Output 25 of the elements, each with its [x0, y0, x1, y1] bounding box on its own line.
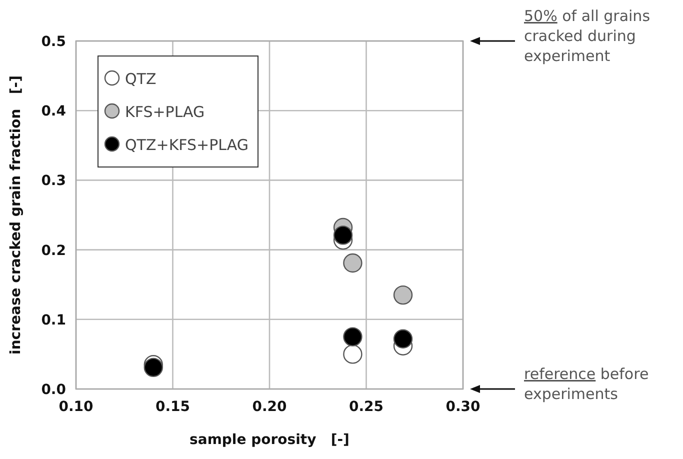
point: [333, 226, 353, 245]
y-tick-label: 0.2: [41, 242, 66, 259]
y-tick-label: 0.0: [41, 382, 66, 398]
x-tick-label: 0.25: [348, 399, 384, 415]
point: [393, 329, 413, 348]
legend-label: QTZ: [125, 70, 156, 88]
y-tick-label: 0.1: [41, 312, 66, 328]
text: 50% of all grains cracked during experiment: [524, 7, 650, 65]
legend-label: KFS+PLAG: [125, 103, 205, 121]
point: [343, 327, 362, 346]
text: reference before experiments: [524, 365, 649, 403]
x-tick-label: 0.10: [58, 399, 94, 415]
y-axis-title: increase cracked grain fraction [-]: [8, 76, 24, 354]
x-axis-title: sample porosity [-]: [190, 432, 350, 448]
y-tick-label: 0.3: [41, 173, 66, 190]
x-tick-label: 0.20: [252, 399, 288, 415]
point: [144, 358, 163, 378]
x-tick-label: 0.30: [446, 399, 481, 415]
y-tick-label: 0.5: [41, 34, 66, 50]
legend-label: QTZ+KFS+PLAG: [125, 136, 248, 154]
point: [343, 253, 362, 273]
x-tick-label: 0.15: [155, 399, 190, 415]
y-tick-label: 0.4: [41, 104, 66, 120]
point: [393, 285, 413, 305]
point: [343, 344, 362, 364]
